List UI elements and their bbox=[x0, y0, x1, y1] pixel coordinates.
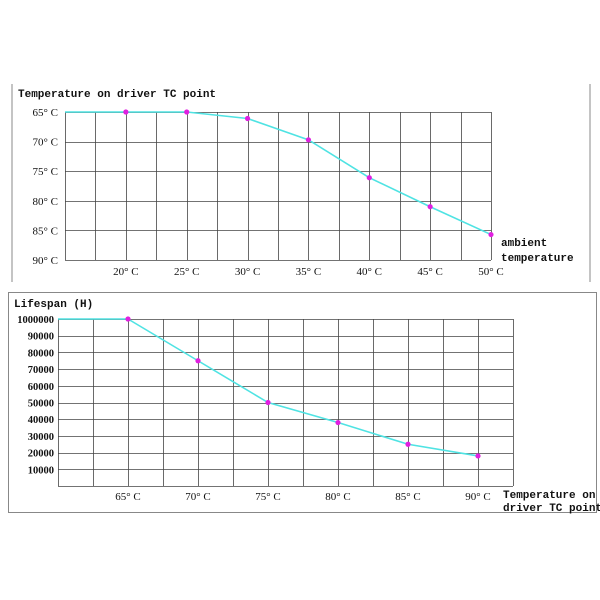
y-tick-label: 90000 bbox=[28, 332, 54, 343]
x-tick-label: 40° C bbox=[357, 266, 383, 278]
y-tick-label: 70° C bbox=[33, 137, 59, 149]
y-tick-label: 20000 bbox=[28, 449, 54, 460]
data-point bbox=[366, 175, 372, 181]
x-tick-label: 50° C bbox=[478, 266, 504, 278]
y-tick-label: 75° C bbox=[33, 166, 59, 178]
data-point bbox=[405, 441, 411, 447]
data-point bbox=[488, 231, 494, 238]
x-tick-label: 20° C bbox=[113, 266, 139, 278]
chart2-title: Lifespan (H) bbox=[14, 299, 93, 311]
y-tick-label: 60000 bbox=[28, 382, 54, 393]
chart1-frame bbox=[11, 84, 591, 282]
data-point bbox=[195, 358, 201, 364]
series-line bbox=[65, 111, 492, 236]
x-tick-label: 75° C bbox=[255, 491, 281, 503]
y-tick-label: 90° C bbox=[33, 255, 59, 267]
data-point bbox=[475, 453, 481, 459]
x-tick-label: 35° C bbox=[296, 266, 322, 278]
x-tick-label: 25° C bbox=[174, 266, 200, 278]
data-point bbox=[125, 316, 131, 322]
y-tick-label: 30000 bbox=[28, 432, 54, 443]
x-tick-label: 90° C bbox=[465, 491, 491, 503]
y-tick-label: 10000 bbox=[28, 465, 54, 476]
y-tick-label: 85° C bbox=[33, 225, 59, 237]
chart1-xlabel-line2: temperature bbox=[501, 253, 574, 265]
y-tick-label: 50000 bbox=[28, 399, 54, 410]
data-point bbox=[184, 109, 190, 115]
data-point bbox=[244, 115, 251, 122]
chart2-xlabel-line1: Temperature on bbox=[503, 490, 595, 502]
y-tick-label: 80° C bbox=[33, 196, 59, 208]
chart1-plot: 65° C 70° C 75° C 80° C 85° C 90° C 20° C 25° C… bbox=[33, 107, 504, 278]
chart1-title: Temperature on driver TC point bbox=[18, 89, 216, 101]
y-tick-label: 70000 bbox=[28, 365, 54, 376]
x-tick-label: 85° C bbox=[395, 491, 421, 503]
data-point bbox=[335, 419, 341, 426]
y-tick-label: 40000 bbox=[28, 415, 54, 426]
data-point bbox=[123, 109, 129, 115]
chart2-frame bbox=[8, 292, 597, 513]
y-tick-label: 65° C bbox=[33, 107, 59, 119]
x-tick-label: 65° C bbox=[115, 491, 141, 503]
chart2-xlabel-line2: driver TC point bbox=[503, 503, 600, 515]
data-point bbox=[305, 137, 312, 143]
chart2-plot: 1000000 90000 80000 70000 60000 50000 40000 300… bbox=[17, 315, 514, 503]
x-tick-label: 70° C bbox=[185, 491, 211, 503]
series-line bbox=[58, 318, 479, 457]
chart1-xlabel-line1: ambient bbox=[501, 238, 547, 250]
x-tick-label: 45° C bbox=[417, 266, 443, 278]
data-point bbox=[427, 204, 433, 210]
x-tick-label: 80° C bbox=[325, 491, 351, 503]
x-tick-label: 30° C bbox=[235, 266, 261, 278]
data-point bbox=[265, 399, 271, 406]
y-tick-label: 1000000 bbox=[17, 315, 54, 326]
y-tick-label: 80000 bbox=[28, 348, 54, 359]
